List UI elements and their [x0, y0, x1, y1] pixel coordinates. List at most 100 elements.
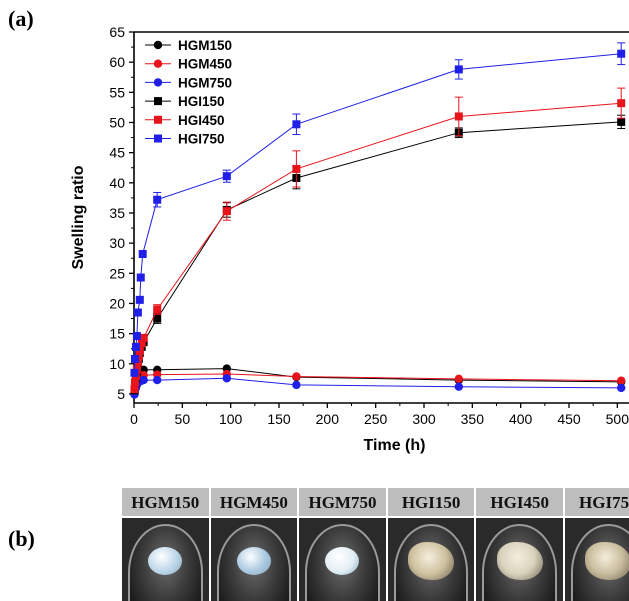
- data-point: [454, 112, 463, 121]
- y-tick-label: 25: [109, 265, 125, 281]
- sample-photo: [565, 518, 629, 601]
- series-line: [134, 373, 622, 395]
- photo-hgi450: HGI450: [476, 488, 565, 601]
- legend-marker: [153, 59, 163, 68]
- series-hgi150: [130, 114, 626, 395]
- series-hgi750: [130, 42, 626, 377]
- x-tick-label: 500: [606, 411, 629, 427]
- photo-label: HGI450: [476, 488, 565, 516]
- legend-label: HGI150: [178, 94, 225, 109]
- data-point: [130, 385, 139, 394]
- data-point: [137, 339, 146, 348]
- legend-label: HGM150: [178, 38, 232, 53]
- series-hgm150: [130, 364, 626, 397]
- data-point: [617, 376, 626, 385]
- y-tick-label: 5: [117, 386, 125, 402]
- x-tick-label: 200: [316, 411, 340, 427]
- data-point: [153, 195, 162, 204]
- legend-marker: [153, 78, 163, 87]
- data-point: [133, 308, 142, 317]
- y-tick-label: 30: [109, 235, 125, 251]
- legend-marker: [154, 97, 162, 106]
- legend: HGM150 HGM450 HGM750 HGI150 HGI450 HGI750: [145, 38, 232, 147]
- data-point: [222, 172, 231, 181]
- photo-hgm150: HGM150: [122, 488, 211, 601]
- photo-label: HGM750: [299, 488, 388, 516]
- data-point: [617, 117, 626, 126]
- y-tick-label: 45: [109, 145, 125, 161]
- data-point: [139, 333, 148, 342]
- hydrogel-sample: [408, 542, 455, 581]
- sample-photo: [387, 518, 475, 601]
- x-tick-label: 400: [509, 411, 533, 427]
- photo-hgm750: HGM750: [299, 488, 388, 601]
- series-line: [134, 368, 622, 393]
- data-point: [292, 120, 301, 129]
- photo-hgm450: HGM450: [210, 488, 300, 601]
- photo-label: HGI750: [565, 488, 629, 516]
- data-point: [617, 49, 626, 58]
- photo-hgi150: HGI150: [387, 488, 477, 601]
- data-point: [139, 375, 148, 385]
- hydrogel-sample: [325, 547, 360, 576]
- data-point: [617, 99, 626, 108]
- data-point: [138, 249, 147, 258]
- data-point: [130, 378, 139, 387]
- hydrogel-sample: [585, 542, 629, 581]
- x-tick-label: 50: [175, 411, 191, 427]
- y-tick-label: 60: [109, 54, 125, 70]
- data-point: [454, 65, 463, 74]
- legend-marker: [154, 134, 162, 143]
- data-point: [153, 305, 162, 314]
- y-tick-label: 35: [109, 205, 125, 221]
- data-point: [454, 374, 463, 384]
- panel-label-b: (b): [8, 526, 35, 551]
- hydrogel-sample: [236, 547, 271, 576]
- data-point: [292, 380, 301, 390]
- y-tick-label: 55: [109, 84, 125, 100]
- photo-hgi750: HGI750: [565, 488, 629, 601]
- data-point: [153, 314, 162, 323]
- hydrogel-sample: [496, 542, 543, 581]
- sample-photo: [476, 518, 563, 601]
- data-point: [617, 383, 626, 393]
- data-point: [292, 372, 301, 381]
- x-tick-label: 250: [364, 411, 388, 427]
- series-hgm450: [130, 369, 626, 399]
- legend-marker: [153, 40, 163, 50]
- legend-label: HGI450: [178, 113, 225, 128]
- y-axis-label: Swelling ratio: [70, 165, 87, 269]
- swelling-chart: 5 10 15 20 25 30 35 40 45 50 55 60 65 0 50 100 150 200 250…: [70, 24, 629, 454]
- vial: [128, 524, 203, 601]
- data-point: [130, 354, 139, 363]
- data-point: [136, 273, 145, 282]
- legend-label: HGI750: [178, 132, 225, 147]
- x-tick-label: 0: [130, 411, 138, 427]
- data-point: [135, 295, 144, 304]
- sample-photo: [122, 518, 209, 601]
- photo-label: HGM450: [210, 488, 300, 516]
- data-point: [130, 368, 139, 377]
- data-point: [222, 374, 231, 383]
- x-tick-label: 100: [219, 411, 243, 427]
- data-point: [153, 375, 162, 385]
- y-tick-label: 40: [109, 175, 125, 191]
- x-tick-label: 350: [461, 411, 485, 427]
- sample-photo: [210, 518, 298, 601]
- y-tick-label: 50: [109, 114, 125, 130]
- photo-label: HGI150: [387, 488, 477, 516]
- data-point: [131, 342, 140, 351]
- photo-label: HGM150: [122, 488, 211, 516]
- y-tick-label: 20: [109, 295, 125, 311]
- series-line: [134, 121, 622, 391]
- data-point: [454, 382, 463, 391]
- sample-photo: [299, 518, 386, 601]
- data-point: [222, 207, 231, 216]
- x-tick-label: 150: [267, 411, 291, 427]
- x-tick-label: 300: [412, 411, 436, 427]
- legend-label: HGM750: [178, 75, 232, 90]
- data-point: [292, 164, 301, 173]
- legend-marker: [154, 115, 162, 124]
- y-tick-label: 15: [109, 326, 125, 342]
